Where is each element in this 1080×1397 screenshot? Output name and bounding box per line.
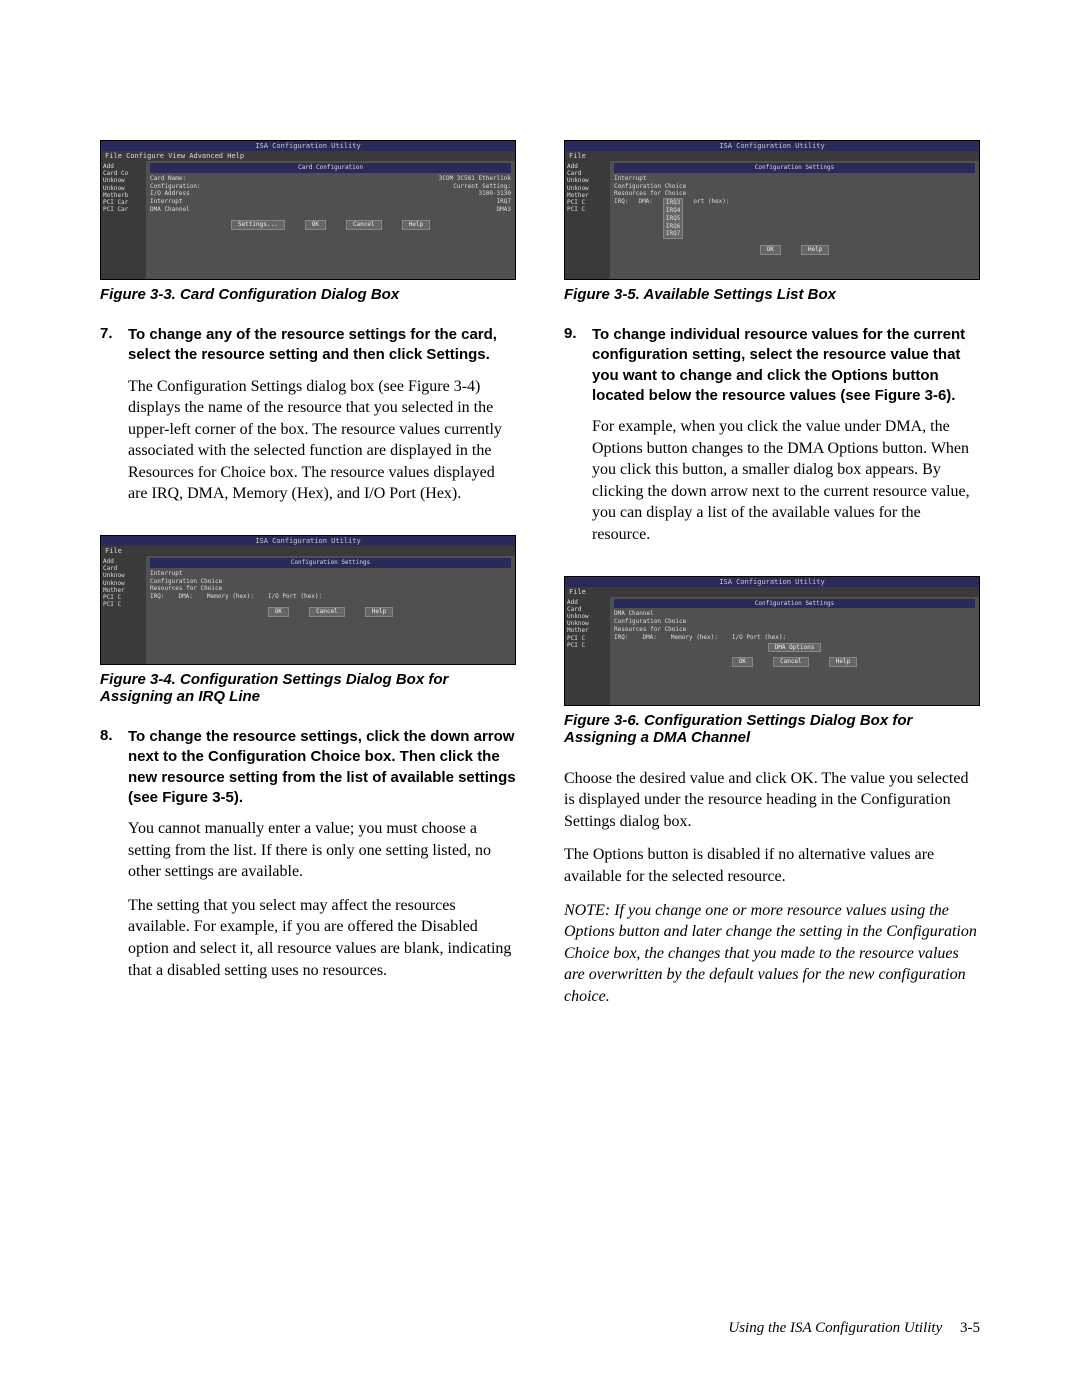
figure-3-4-screenshot: ISA Configuration Utility File Add Card … — [100, 535, 516, 665]
dma-options-button[interactable]: DMA Options — [768, 643, 822, 652]
ok-button[interactable]: OK — [268, 607, 289, 617]
figure-3-6-screenshot: ISA Configuration Utility File Add Card … — [564, 576, 980, 706]
footer-text: Using the ISA Configuration Utility — [728, 1320, 942, 1336]
right-column: ISA Configuration Utility File Add Card … — [564, 140, 980, 1020]
util-menu: File — [565, 151, 979, 161]
side-list: Add Card Unknow Unknow Mother PCI C PCI … — [101, 556, 146, 664]
figure-3-3-caption: Figure 3-3. Card Configuration Dialog Bo… — [100, 286, 516, 303]
util-menu: File — [101, 546, 515, 556]
cancel-button[interactable]: Cancel — [346, 220, 382, 230]
figure-3-5-screenshot: ISA Configuration Utility File Add Card … — [564, 140, 980, 280]
help-button[interactable]: Help — [402, 220, 430, 230]
util-title: ISA Configuration Utility — [101, 536, 515, 546]
figure-3-3-screenshot: ISA Configuration Utility File Configure… — [100, 140, 516, 280]
page: ISA Configuration Utility File Configure… — [0, 0, 1080, 1397]
util-title: ISA Configuration Utility — [565, 141, 979, 151]
step-number: 7. — [100, 325, 128, 517]
page-footer: Using the ISA Configuration Utility 3-5 — [728, 1320, 980, 1337]
step-body: You cannot manually enter a value; you m… — [128, 818, 516, 883]
step-7: 7. To change any of the resource setting… — [100, 325, 516, 517]
note-paragraph: NOTE: If you change one or more resource… — [564, 900, 980, 1008]
side-list: Add Card Co Unknow Unknow Motherb PCI Ca… — [101, 161, 146, 279]
ok-button[interactable]: OK — [760, 245, 781, 255]
step-body: The setting that you select may affect t… — [128, 895, 516, 981]
help-button[interactable]: Help — [829, 657, 857, 667]
step-number: 8. — [100, 727, 128, 993]
help-button[interactable]: Help — [365, 607, 393, 617]
list-item[interactable]: IRQ7 — [666, 230, 680, 238]
left-column: ISA Configuration Utility File Configure… — [100, 140, 516, 1020]
list-item[interactable]: IRQ6 — [666, 223, 680, 231]
util-menu: File — [565, 587, 979, 597]
figure-3-4-caption: Figure 3-4. Configuration Settings Dialo… — [100, 671, 516, 705]
paragraph: The Options button is disabled if no alt… — [564, 844, 980, 887]
util-title: ISA Configuration Utility — [101, 141, 515, 151]
step-number: 9. — [564, 325, 592, 558]
step-body: The Configuration Settings dialog box (s… — [128, 376, 516, 506]
step-9: 9. To change individual resource values … — [564, 325, 980, 558]
step-body: For example, when you click the value un… — [592, 416, 980, 546]
util-menu: File Configure View Advanced Help — [101, 151, 515, 161]
help-button[interactable]: Help — [801, 245, 829, 255]
step-heading: To change the resource settings, click t… — [128, 727, 516, 808]
ok-button[interactable]: OK — [305, 220, 326, 230]
two-column-layout: ISA Configuration Utility File Configure… — [100, 140, 980, 1020]
list-item[interactable]: IRQ4 — [666, 207, 680, 215]
cancel-button[interactable]: Cancel — [773, 657, 809, 667]
step-8: 8. To change the resource settings, clic… — [100, 727, 516, 993]
step-heading: To change any of the resource settings f… — [128, 325, 516, 366]
cancel-button[interactable]: Cancel — [309, 607, 345, 617]
side-list: Add Card Unknow Unknow Mother PCI C PCI … — [565, 597, 610, 705]
step-heading: To change individual resource values for… — [592, 325, 980, 406]
figure-3-6-caption: Figure 3-6. Configuration Settings Dialo… — [564, 712, 980, 746]
util-title: ISA Configuration Utility — [565, 577, 979, 587]
side-list: Add Card Unknow Unknow Mother PCI C PCI … — [565, 161, 610, 279]
page-number: 3-5 — [960, 1320, 980, 1336]
ok-button[interactable]: OK — [732, 657, 753, 667]
figure-3-5-caption: Figure 3-5. Available Settings List Box — [564, 286, 980, 303]
list-item[interactable]: IRQ5 — [666, 215, 680, 223]
settings-button[interactable]: Settings... — [231, 220, 285, 230]
list-item[interactable]: IRQ3 — [666, 199, 680, 207]
paragraph: Choose the desired value and click OK. T… — [564, 768, 980, 833]
